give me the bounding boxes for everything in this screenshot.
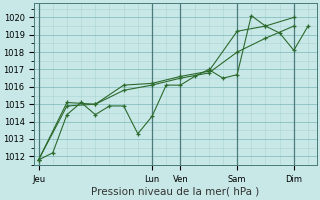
X-axis label: Pression niveau de la mer( hPa ): Pression niveau de la mer( hPa ): [91, 187, 260, 197]
